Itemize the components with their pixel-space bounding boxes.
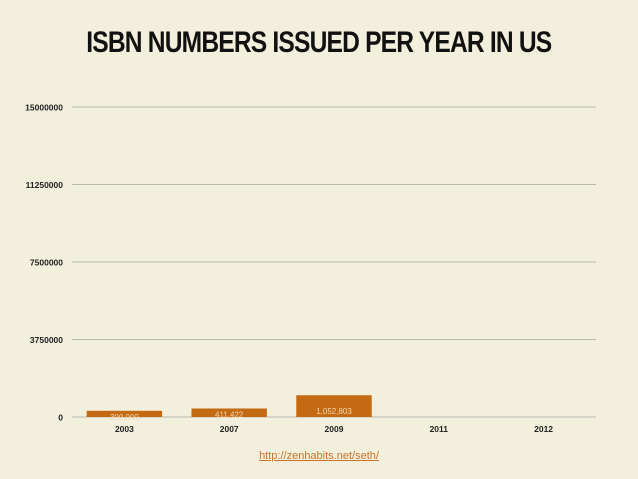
chart-title: ISBN NUMBERS ISSUED PER YEAR IN US xyxy=(86,26,552,59)
bar xyxy=(296,395,372,417)
x-axis: 2003 2007 2009 2011 2012 xyxy=(115,424,553,434)
source-link[interactable]: http://zenhabits.net/seth/ xyxy=(259,450,379,462)
y-axis: 0 3750000 7500000 11250000 15000000 xyxy=(25,103,63,423)
x-tick-label: 2011 xyxy=(430,424,449,434)
y-tick-label: 3750000 xyxy=(30,335,63,345)
bars: 300,000 411,422 1,052,803 xyxy=(86,395,372,422)
gridlines xyxy=(72,106,596,418)
y-tick-label: 7500000 xyxy=(30,258,63,268)
y-tick-label: 15000000 xyxy=(25,103,63,113)
x-tick-label: 2003 xyxy=(115,424,134,434)
data-label: 411,422 xyxy=(215,410,244,419)
y-tick-label: 0 xyxy=(58,413,63,423)
x-tick-label: 2012 xyxy=(534,424,553,434)
x-tick-label: 2007 xyxy=(220,424,239,434)
data-label: 300,000 xyxy=(110,413,139,422)
y-tick-label: 11250000 xyxy=(26,180,64,190)
x-tick-label: 2009 xyxy=(325,424,344,434)
bar xyxy=(191,408,267,417)
data-label: 1,052,803 xyxy=(316,407,352,416)
bar xyxy=(86,410,163,417)
